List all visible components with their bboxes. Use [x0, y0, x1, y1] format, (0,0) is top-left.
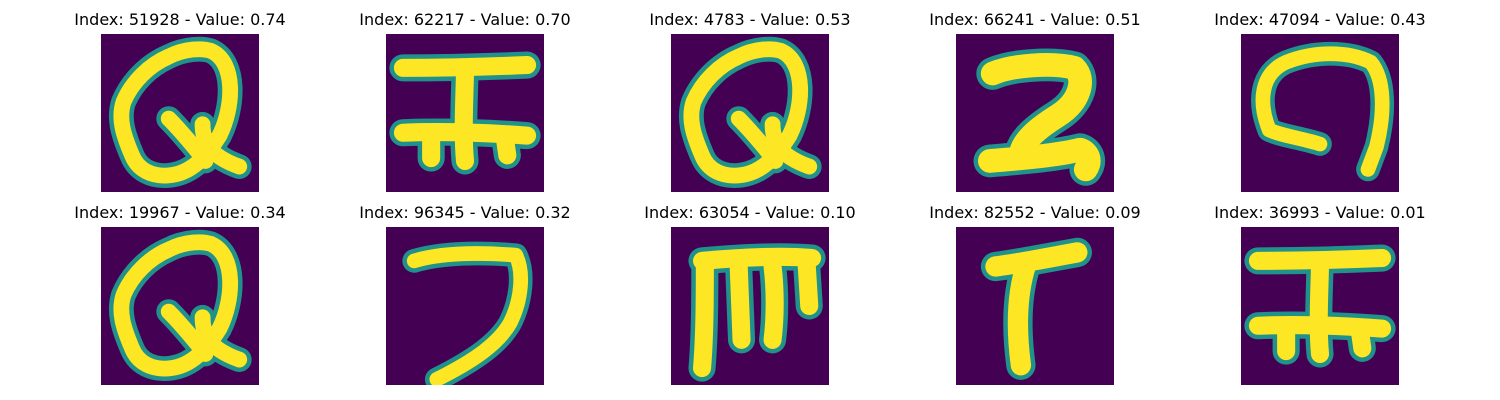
image-panel: Index: 96345 - Value: 0.32 [345, 203, 585, 393]
digit-2-shape-image [956, 34, 1114, 192]
i-beam-shape-image [1241, 227, 1399, 385]
glyph-stroke [1255, 46, 1390, 177]
panel-title: Index: 47094 - Value: 0.43 [1214, 10, 1426, 29]
glyph-stroke [1350, 319, 1372, 358]
panel-title: Index: 51928 - Value: 0.74 [74, 10, 286, 29]
glyph-stroke [194, 116, 248, 175]
image-panel: Index: 63054 - Value: 0.10 [630, 203, 870, 393]
glyph-stroke [730, 110, 784, 169]
panel-title: Index: 4783 - Value: 0.53 [649, 10, 851, 29]
image-panel: Index: 82552 - Value: 0.09 [915, 203, 1155, 393]
glyph-stroke [194, 309, 248, 368]
glyph-stroke [160, 110, 214, 169]
image-panel: Index: 4783 - Value: 0.53 [630, 10, 870, 200]
glyph-stroke [406, 246, 528, 385]
panel-title: Index: 66241 - Value: 0.51 [929, 10, 1141, 29]
glyph-stroke [1309, 251, 1330, 363]
glyph-stroke [729, 257, 751, 349]
glyph-stroke [113, 234, 239, 377]
letter-m-comb-image [671, 227, 829, 385]
image-panel: Index: 62217 - Value: 0.70 [345, 10, 585, 200]
panel-title: Index: 63054 - Value: 0.10 [644, 203, 856, 222]
glyph-stroke [683, 41, 809, 184]
image-panel: Index: 51928 - Value: 0.74 [60, 10, 300, 200]
glyph-stroke [980, 53, 1092, 165]
glyph-stroke [1261, 122, 1328, 152]
letter-q-looped-image [101, 34, 259, 192]
image-panel: Index: 19967 - Value: 0.34 [60, 203, 300, 393]
panel-title: Index: 96345 - Value: 0.32 [359, 203, 571, 222]
panel-title: Index: 82552 - Value: 0.09 [929, 203, 1141, 222]
i-beam-shape-image [386, 34, 544, 192]
letter-t-shape-image [956, 227, 1114, 385]
glyph-stroke [978, 137, 1101, 182]
glyph-stroke [693, 251, 714, 378]
arch-shape-image [1241, 34, 1399, 192]
image-panel: Index: 47094 - Value: 0.43 [1200, 10, 1440, 200]
glyph-stroke [393, 123, 537, 145]
letter-q-looped-image [671, 34, 829, 192]
letter-q-looped-image [101, 227, 259, 385]
glyph-stroke [764, 116, 818, 175]
glyph-stroke [763, 257, 784, 349]
glyph-stroke [113, 41, 239, 184]
panel-title: Index: 62217 - Value: 0.70 [359, 10, 571, 29]
panel-title: Index: 19967 - Value: 0.34 [74, 203, 286, 222]
glyph-stroke [160, 303, 214, 362]
glyph-stroke [495, 126, 517, 165]
digit-7-shape-image [386, 227, 544, 385]
image-panel: Index: 36993 - Value: 0.01 [1200, 203, 1440, 393]
glyph-stroke [454, 58, 475, 170]
panel-title: Index: 36993 - Value: 0.01 [1214, 203, 1426, 222]
glyph-stroke [797, 251, 819, 316]
image-panel: Index: 66241 - Value: 0.51 [915, 10, 1155, 200]
glyph-stroke [1007, 253, 1037, 376]
glyph-stroke [1248, 316, 1392, 338]
glyph-stroke [693, 247, 822, 270]
